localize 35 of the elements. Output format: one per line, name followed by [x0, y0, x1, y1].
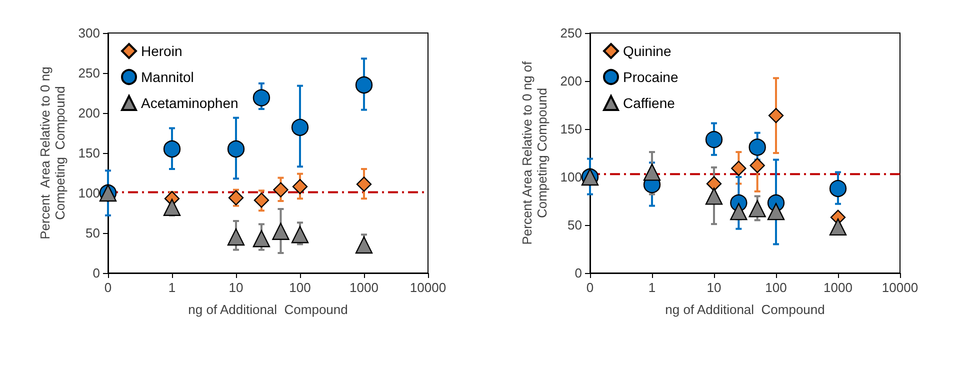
y-tick-label: 100 — [78, 186, 100, 200]
y-axis-title: Percent Area Relative to 0 ng of Competing Compound — [519, 60, 550, 245]
x-tick-label: 0 — [104, 280, 112, 295]
y-tick-label: 150 — [560, 122, 582, 136]
y-tick-label: 300 — [78, 26, 100, 40]
y-tick-label: 50 — [568, 218, 582, 232]
y-tick-label: 200 — [560, 74, 582, 88]
x-tick-label: 1000 — [824, 280, 852, 295]
x-axis-title: ng of Additional Compound — [665, 302, 825, 317]
y-tick-label: 0 — [574, 266, 582, 280]
x-tick-label: 10000 — [882, 280, 918, 295]
x-tick-label: 10 — [706, 280, 722, 295]
x-tick-label: 100 — [765, 280, 787, 295]
legend-label: Caffiene — [623, 95, 676, 111]
y-tick-label: 50 — [86, 226, 100, 240]
legend-label: Acetaminophen — [141, 95, 238, 111]
y-axis-title: Percent Area Relative to 0 ng Competing Compound — [37, 66, 68, 240]
x-axis-title: ng of Additional Compound — [188, 302, 348, 317]
x-tick-label: 0 — [586, 280, 594, 295]
y-tick-label: 200 — [78, 106, 100, 120]
x-tick-label: 1 — [168, 280, 176, 295]
x-tick-label: 1 — [648, 280, 656, 295]
legend-label: Heroin — [141, 43, 182, 59]
y-tick-label: 250 — [560, 26, 582, 40]
x-tick-label: 100 — [289, 280, 311, 295]
x-tick-label: 10 — [228, 280, 244, 295]
x-tick-label: 10000 — [410, 280, 446, 295]
legend-label: Mannitol — [141, 69, 194, 85]
legend-label: Procaine — [623, 69, 678, 85]
x-tick-label: 1000 — [350, 280, 378, 295]
y-tick-label: 150 — [78, 146, 100, 160]
y-tick-label: 100 — [560, 170, 582, 184]
y-tick-label: 250 — [78, 66, 100, 80]
y-tick-label: 0 — [92, 266, 100, 280]
legend-label: Quinine — [623, 43, 672, 59]
